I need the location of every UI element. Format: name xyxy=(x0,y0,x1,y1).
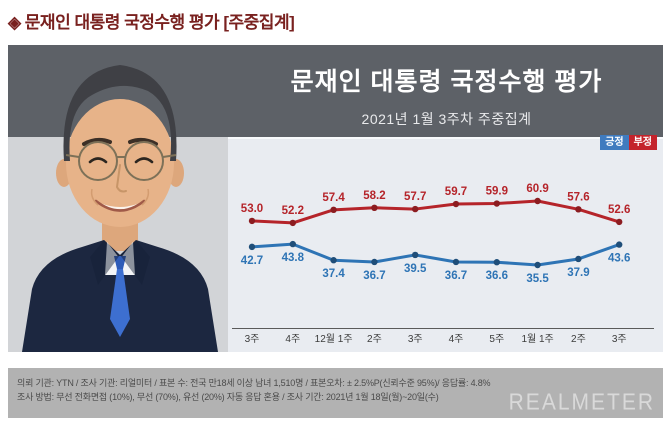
panel-title: 문재인 대통령 국정수행 평가 xyxy=(290,68,603,96)
svg-text:12월 1주: 12월 1주 xyxy=(315,333,353,345)
realmeter-logo: REALMETER xyxy=(508,390,655,415)
president-photo xyxy=(8,45,228,352)
svg-text:36.6: 36.6 xyxy=(486,270,508,282)
svg-text:60.9: 60.9 xyxy=(526,183,548,195)
svg-text:3주: 3주 xyxy=(245,334,260,345)
svg-text:2주: 2주 xyxy=(367,334,382,345)
hair xyxy=(63,65,177,161)
footnote-line1: 의뢰 기관: YTN / 조사 기관: 리얼미터 / 표본 수: 전국 만18세… xyxy=(17,377,491,388)
svg-text:52.6: 52.6 xyxy=(608,204,630,216)
legend-negative: 부정 xyxy=(628,135,657,150)
chart-legend: 긍정 부정 xyxy=(600,135,657,150)
svg-text:43.6: 43.6 xyxy=(608,253,630,265)
svg-text:4주: 4주 xyxy=(449,334,464,345)
trend-chart: 3주 4주 12월 1주 2주 3주 4주 5주 1월 1주 2주 3주 53.0 52.2 57.4 5… xyxy=(232,183,654,345)
svg-text:52.2: 52.2 xyxy=(282,205,304,217)
svg-text:43.8: 43.8 xyxy=(282,252,305,264)
svg-text:57.6: 57.6 xyxy=(567,191,589,203)
svg-text:3주: 3주 xyxy=(612,334,627,345)
svg-text:58.2: 58.2 xyxy=(363,190,385,202)
svg-text:35.5: 35.5 xyxy=(526,273,549,285)
svg-text:39.5: 39.5 xyxy=(404,263,427,275)
svg-text:53.0: 53.0 xyxy=(241,203,263,215)
glasses xyxy=(65,141,177,181)
main-panel: 문재인 대통령 국정수행 평가 2021년 1월 3주차 주중집계 3주 4주 12… xyxy=(8,45,663,352)
svg-text:36.7: 36.7 xyxy=(445,270,467,282)
footnote-line2: 조사 방법: 무선 전화면접 (10%), 무선 (70%), 유선 (20%)… xyxy=(17,392,439,402)
svg-text:59.9: 59.9 xyxy=(486,186,508,198)
legend-positive: 긍정 xyxy=(600,135,629,150)
page-title: ◈ 문재인 대통령 국정수행 평가 [주중집계] xyxy=(8,13,295,32)
tie xyxy=(110,269,130,337)
svg-text:37.4: 37.4 xyxy=(322,268,345,280)
svg-text:3주: 3주 xyxy=(408,334,423,345)
svg-text:4주: 4주 xyxy=(285,334,300,345)
svg-text:1월 1주: 1월 1주 xyxy=(521,333,553,345)
svg-text:5주: 5주 xyxy=(489,334,504,345)
svg-text:57.7: 57.7 xyxy=(404,191,426,203)
svg-text:37.9: 37.9 xyxy=(567,267,589,279)
panel-header-text: 문재인 대통령 국정수행 평가 2021년 1월 3주차 주중집계 xyxy=(230,45,663,129)
svg-text:42.7: 42.7 xyxy=(241,255,263,267)
svg-text:57.4: 57.4 xyxy=(322,192,345,204)
svg-text:36.7: 36.7 xyxy=(363,270,385,282)
survey-footnote: 의뢰 기관: YTN / 조사 기관: 리얼미터 / 표본 수: 전국 만18세… xyxy=(8,368,663,418)
svg-text:59.7: 59.7 xyxy=(445,186,467,198)
svg-text:2주: 2주 xyxy=(571,334,586,345)
panel-subtitle: 2021년 1월 3주차 주중집계 xyxy=(361,111,532,127)
